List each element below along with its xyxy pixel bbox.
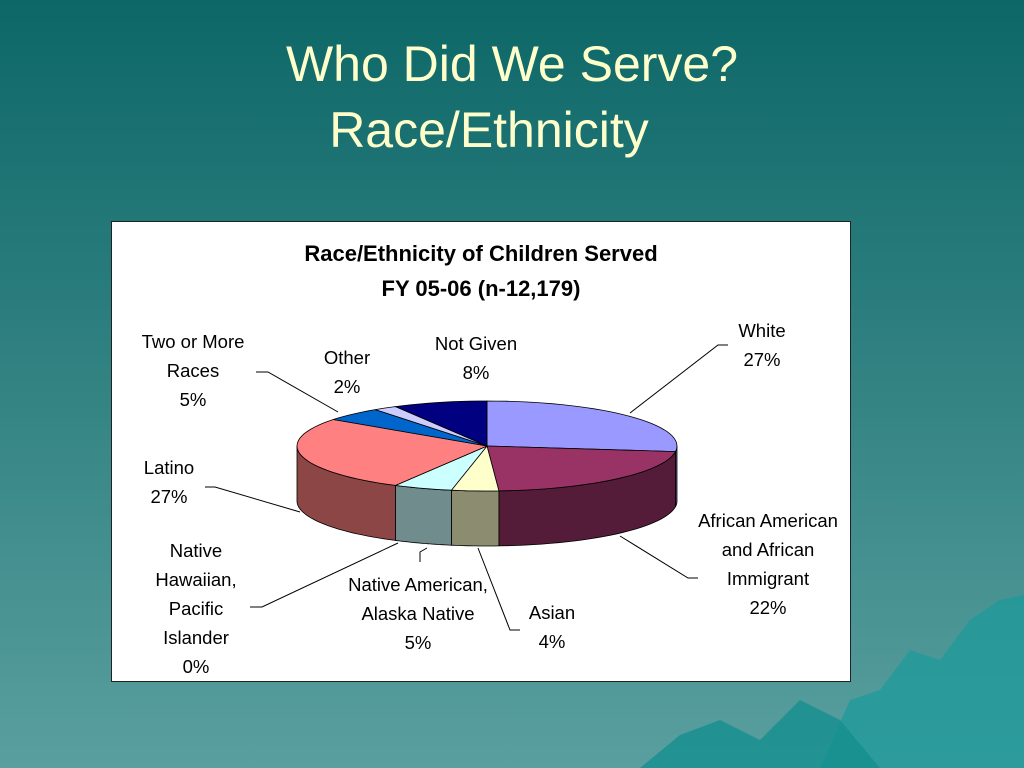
category: Other: [323, 347, 371, 368]
pie-slice: [486, 400, 678, 453]
pie-slice: [296, 419, 489, 486]
mountain: [820, 595, 1024, 768]
value-label: 2%: [333, 376, 361, 397]
value-label: 27%: [743, 349, 781, 370]
category: White: [738, 320, 786, 341]
slice-label: Asian 4%: [512, 598, 592, 656]
leader-line: [250, 542, 399, 608]
category: Not Given: [434, 333, 518, 354]
slice-label: Not Given 8%: [421, 329, 531, 387]
leader-line: [205, 486, 301, 513]
category: African American and African Immigrant: [698, 510, 838, 589]
pie-slice: [333, 409, 488, 447]
category: Native Hawaiian, Pacific Islander: [155, 540, 237, 648]
slide-subtitle: Race/Ethnicity: [329, 102, 649, 158]
pie-slice: [486, 445, 677, 492]
pie-slice: [394, 400, 488, 447]
leader-line: [477, 547, 520, 631]
leader-line: [629, 344, 728, 414]
slice-label: African American and African Immigrant 22…: [693, 506, 843, 622]
leader-line: [256, 371, 339, 413]
pie-side: [395, 484, 452, 546]
value-label: 5%: [179, 389, 207, 410]
slice-label: Other 2%: [307, 343, 387, 401]
value-label: 22%: [749, 597, 787, 618]
category: Asian: [528, 602, 576, 623]
value-label: 4%: [538, 631, 566, 652]
value-label: 8%: [462, 362, 490, 383]
leader-line: [619, 535, 698, 579]
slice-label: Native Hawaiian, Pacific Islander 0%: [141, 536, 251, 681]
category: Native American, Alaska Native: [348, 574, 488, 624]
leader-line: [419, 547, 428, 562]
leader-lines: [205, 344, 728, 631]
slide-title: Who Did We Serve?: [285, 36, 739, 92]
pie-side: [451, 489, 500, 547]
slice-label: White 27%: [712, 316, 812, 374]
category: Two or More Races: [141, 331, 245, 381]
category: Latino: [143, 457, 195, 478]
value-label: 0%: [182, 656, 210, 677]
slice-label: Latino 27%: [129, 453, 209, 511]
slice-label: Two or More Races 5%: [123, 327, 263, 414]
pie-slice: [450, 445, 500, 492]
chart-title: Race/Ethnicity of Children Served: [304, 241, 658, 266]
slice-label: Native American, Alaska Native 5%: [343, 570, 493, 657]
chart-subtitle: FY 05-06 (n-12,179): [381, 276, 581, 301]
pie-slice: [394, 445, 488, 491]
value-label: 27%: [150, 486, 188, 507]
mountain: [640, 700, 880, 768]
value-label: 5%: [404, 632, 432, 653]
